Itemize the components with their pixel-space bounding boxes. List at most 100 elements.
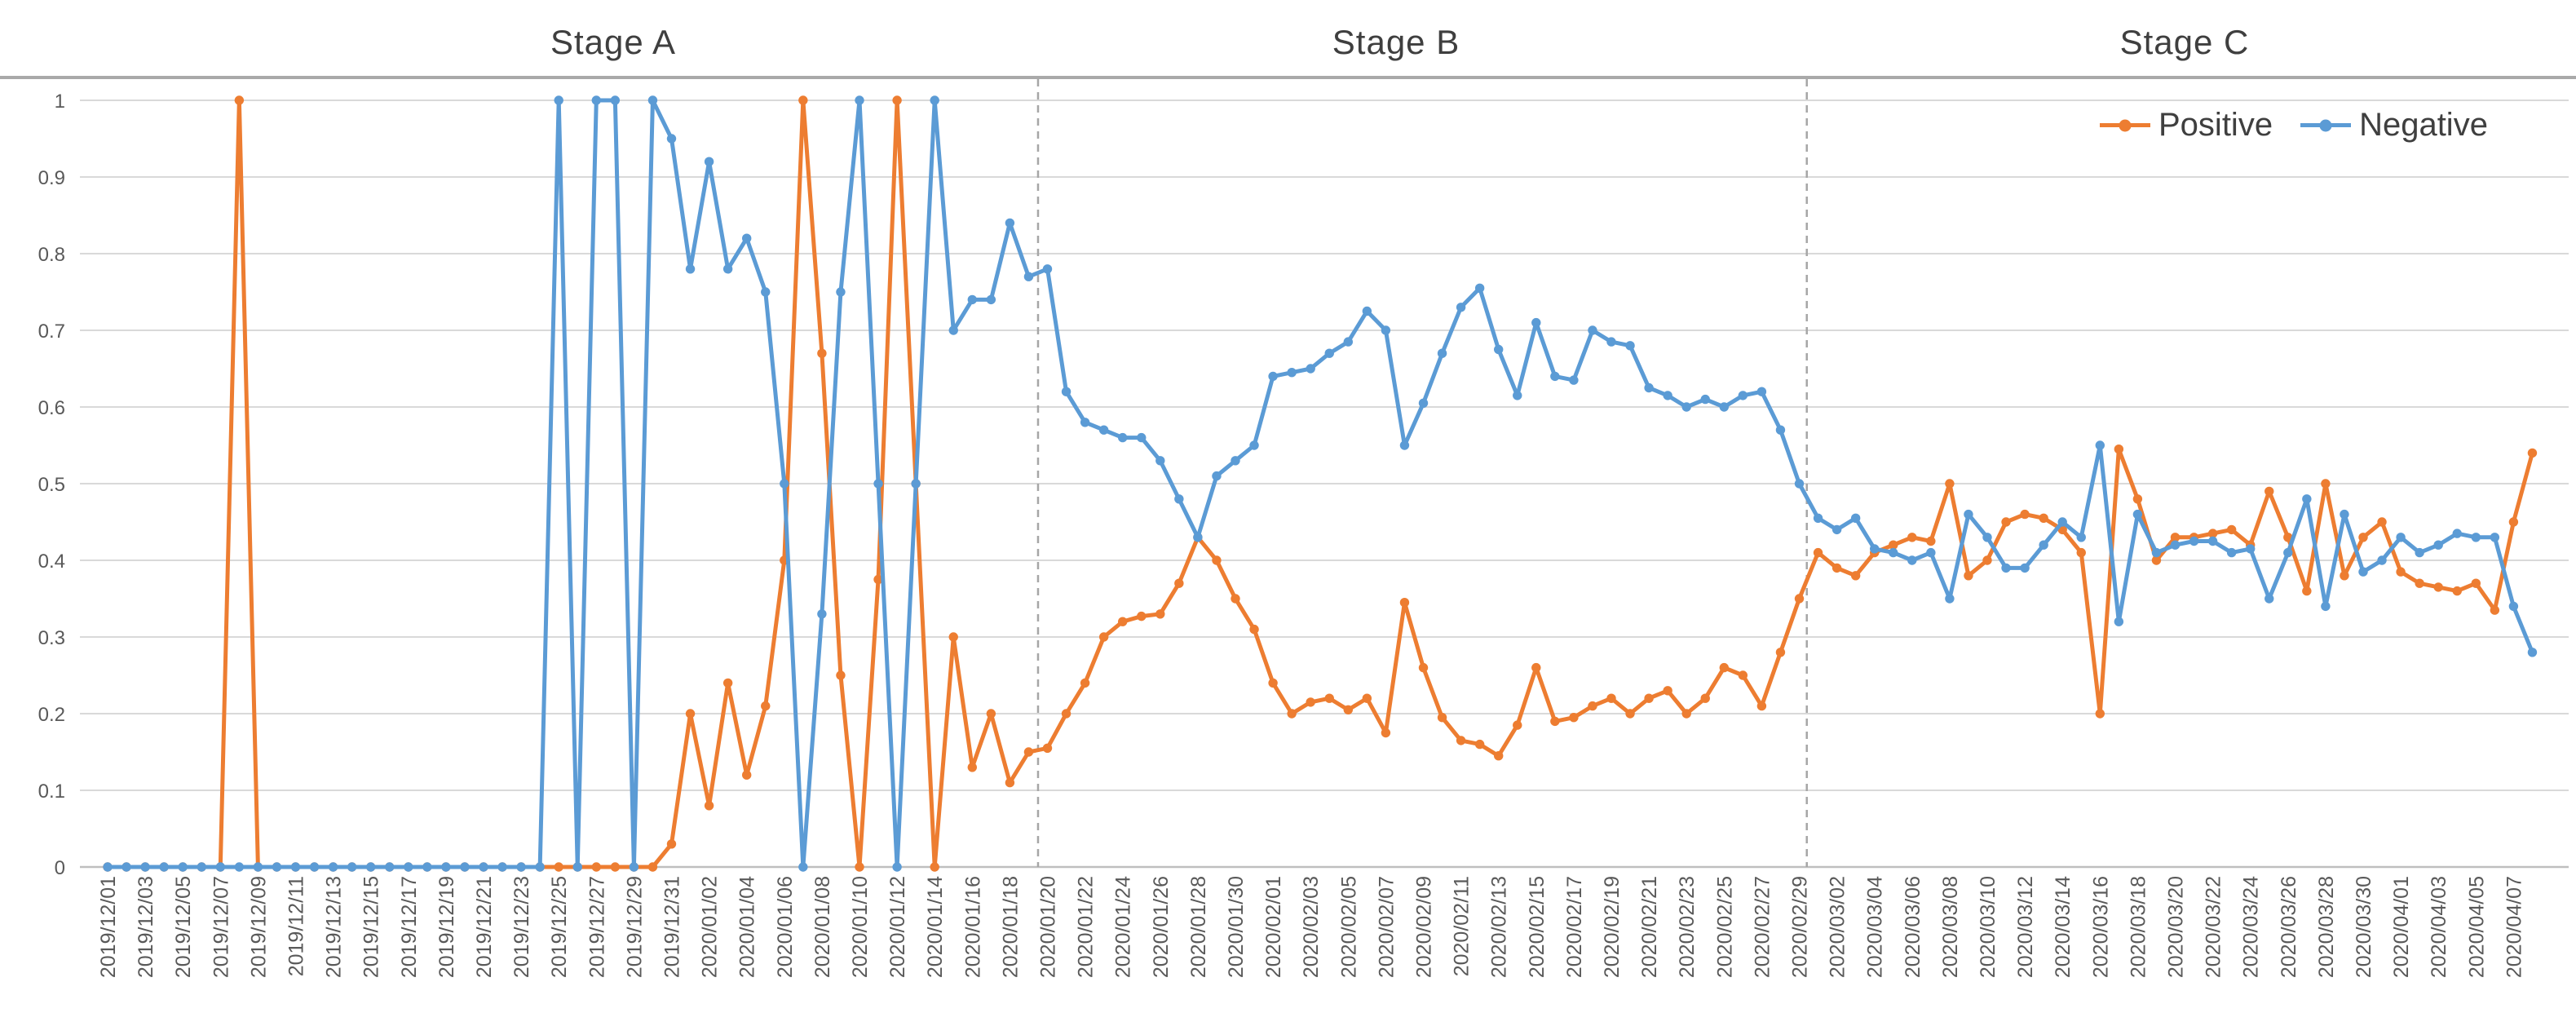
x-tick-label: 2020/04/03 — [2428, 876, 2450, 978]
positive-data-point — [591, 862, 601, 872]
negative-data-point — [2321, 601, 2331, 612]
positive-series-swatch-icon — [2100, 119, 2150, 131]
positive-data-point — [2340, 571, 2349, 581]
x-tick-label: 2020/01/02 — [699, 876, 722, 978]
negative-data-point — [722, 264, 733, 274]
negative-data-point — [1681, 402, 1691, 412]
legend-item-negative: Negative — [2300, 107, 2488, 144]
x-tick-label: 2020/02/09 — [1413, 876, 1436, 978]
positive-data-point — [1964, 571, 1973, 581]
x-tick-label: 2020/02/05 — [1337, 876, 1360, 978]
y-tick-label: 0 — [55, 857, 65, 879]
x-tick-label: 2020/01/14 — [924, 876, 947, 978]
x-tick-label: 2020/03/18 — [2127, 876, 2150, 978]
x-tick-label: 2020/02/27 — [1751, 876, 1774, 978]
positive-data-point — [2490, 605, 2500, 615]
positive-data-point — [986, 709, 996, 719]
positive-data-point — [1137, 611, 1147, 621]
positive-data-point — [647, 862, 658, 872]
negative-data-point — [572, 862, 582, 872]
negative-data-point — [2283, 547, 2293, 558]
negative-data-point — [2490, 533, 2500, 542]
negative-data-point — [2246, 544, 2256, 554]
positive-data-point — [2095, 709, 2105, 719]
negative-data-point — [1362, 306, 1372, 316]
x-tick-label: 2020/02/21 — [1638, 876, 1661, 978]
x-tick-label: 2020/03/08 — [1939, 876, 1962, 978]
negative-data-point — [1155, 456, 1165, 466]
positive-data-point — [1212, 555, 1222, 565]
negative-data-point — [215, 862, 225, 872]
positive-data-point — [1080, 678, 1090, 688]
positive-data-point — [967, 763, 978, 772]
negative-data-point — [1023, 272, 1034, 281]
negative-data-point — [817, 609, 827, 619]
x-tick-label: 2020/01/04 — [736, 876, 759, 978]
negative-data-point — [2471, 533, 2481, 542]
positive-data-point — [1381, 728, 1391, 738]
negative-data-point — [2508, 601, 2519, 612]
x-tick-label: 2019/12/31 — [661, 876, 684, 978]
negative-data-point — [1850, 513, 1861, 523]
negative-data-point — [2151, 547, 2162, 558]
negative-data-point — [742, 233, 752, 243]
positive-data-point — [2377, 517, 2387, 527]
positive-data-point — [2415, 578, 2424, 588]
positive-data-point — [1437, 713, 1447, 723]
negative-data-point — [780, 479, 789, 489]
positive-data-point — [1155, 609, 1165, 619]
negative-data-point — [1306, 364, 1315, 374]
positive-data-point — [1231, 594, 1240, 604]
negative-data-point — [1437, 348, 1447, 358]
negative-data-point — [197, 862, 206, 872]
negative-data-point — [1907, 555, 1917, 565]
positive-data-point — [1474, 739, 1485, 750]
negative-data-point — [986, 294, 996, 305]
positive-data-point — [1249, 624, 1259, 635]
negative-data-point — [1456, 303, 1466, 312]
positive-data-point — [1287, 709, 1297, 719]
positive-data-point — [2226, 524, 2237, 535]
stage-a-label: Stage A — [550, 23, 677, 61]
positive-data-point — [1813, 547, 1823, 558]
negative-data-point — [704, 157, 714, 166]
x-tick-label: 2020/04/05 — [2465, 876, 2488, 978]
x-tick-label: 2019/12/01 — [97, 876, 120, 978]
x-tick-label: 2020/01/28 — [1187, 876, 1210, 978]
negative-data-point — [2377, 555, 2387, 565]
positive-data-point — [1681, 709, 1691, 719]
negative-data-point — [2415, 547, 2424, 558]
negative-data-point — [2189, 536, 2199, 546]
positive-data-point — [685, 709, 696, 719]
negative-data-point — [2076, 533, 2086, 542]
positive-data-point — [948, 632, 958, 642]
negative-data-point — [1700, 394, 1710, 405]
x-tick-label: 2020/03/04 — [1864, 876, 1887, 978]
positive-data-point — [1531, 662, 1541, 673]
negative-data-point — [1042, 264, 1053, 274]
positive-data-point — [2452, 586, 2462, 596]
positive-data-point — [1118, 617, 1128, 626]
positive-data-point — [610, 862, 621, 872]
negative-data-point — [516, 862, 526, 872]
negative-data-point — [1061, 387, 1071, 396]
positive-data-point — [1756, 701, 1767, 711]
negative-data-point — [159, 862, 169, 872]
x-tick-label: 2019/12/15 — [360, 876, 383, 978]
negative-data-point — [1231, 456, 1240, 466]
negative-data-point — [1663, 391, 1672, 400]
positive-data-point — [2396, 567, 2406, 577]
chart-legend: Positive Negative — [2100, 107, 2488, 144]
negative-data-point — [629, 862, 639, 872]
positive-data-point — [2283, 533, 2293, 542]
negative-data-point — [2226, 547, 2237, 558]
positive-data-point — [1042, 743, 1053, 753]
negative-data-point — [1588, 325, 1597, 335]
positive-data-point — [2132, 494, 2143, 504]
negative-data-point — [479, 862, 488, 872]
x-tick-label: 2019/12/13 — [323, 876, 346, 978]
negative-data-point — [2433, 540, 2443, 550]
y-tick-label: 0.1 — [38, 781, 65, 803]
positive-data-point — [2508, 517, 2519, 527]
x-tick-label: 2019/12/03 — [135, 876, 157, 978]
